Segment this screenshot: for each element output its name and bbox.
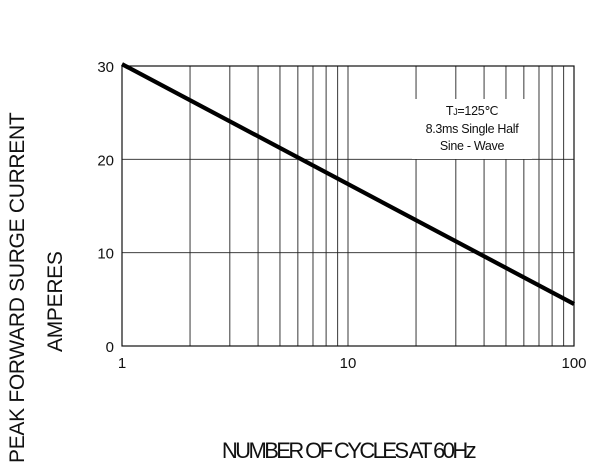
x-tick-label: 100: [561, 355, 586, 372]
x-axis-title: NUMBER OF CYCLES AT 60Hz: [221, 438, 477, 463]
y-tick-label: 20: [97, 152, 114, 169]
y-tick-label: 0: [106, 339, 114, 356]
x-tick-label: 1: [118, 355, 126, 372]
plot-frame: [121, 65, 575, 347]
series-lines: [121, 62, 575, 306]
x-tick-label: 10: [340, 355, 357, 372]
y-tick-label: 10: [97, 246, 114, 263]
tick-labels: 0 10 20 30 1 10 100: [97, 59, 586, 372]
series-line: [121, 62, 575, 306]
annotation-line-2: 8.3ms Single Half: [425, 122, 519, 136]
annotation-tj-value: =125℃: [457, 104, 499, 118]
y-axis-title-line-2: AMPERES: [44, 251, 67, 352]
annotation-line-1: TJ=125℃: [445, 104, 499, 118]
y-tick-label: 30: [97, 59, 114, 76]
annotation-line-3: Sine - Wave: [439, 139, 505, 153]
conditions-annotation: TJ=125℃ 8.3ms Single Half Sine - Wave: [412, 99, 532, 159]
plot-border: [121, 65, 575, 347]
y-axis-title-line-1: PEAK FORWARD SURGE CURRENT: [6, 112, 29, 463]
